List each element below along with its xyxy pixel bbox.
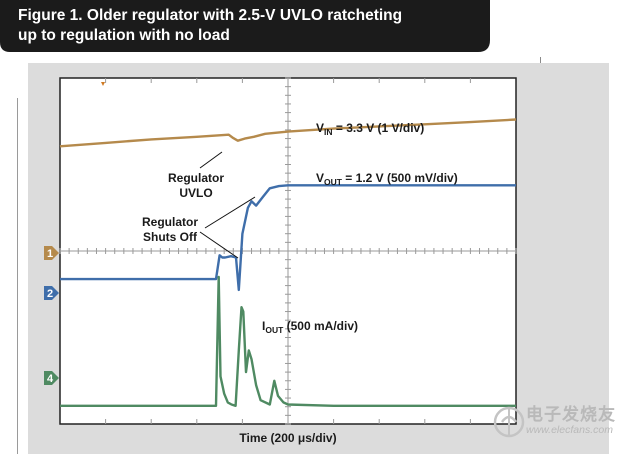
channel-1-label: 1 <box>47 248 53 260</box>
channel-2-marker: 2 <box>44 286 59 300</box>
panel-top-rule <box>540 57 541 67</box>
vout-annotation: VOUT = 1.2 V (500 mV/div) <box>316 171 458 187</box>
watermark-url-text: www.elecfans.com <box>526 424 613 436</box>
shutoff-label-line2: Shuts Off <box>143 230 198 244</box>
channel-4-arrow <box>44 371 59 385</box>
watermark-logo-icon <box>493 406 525 438</box>
uvlo-label-line1: Regulator <box>168 171 224 185</box>
vout-trace <box>60 184 516 292</box>
uvlo-leader-line <box>199 151 223 169</box>
watermark: 电子发烧友 www.elecfans.com <box>492 398 626 448</box>
x-axis-label: Time (200 μs/div) <box>239 431 337 445</box>
watermark-cn-text: 电子发烧友 <box>526 405 616 424</box>
uvlo-label-line2: UVLO <box>179 186 212 200</box>
figure-title: Figure 1. Older regulator with 2.5-V UVL… <box>18 7 403 44</box>
channel-1-arrow <box>44 246 59 260</box>
channel-4-marker: 4 <box>44 371 59 385</box>
vin-annotation: VIN = 3.3 V (1 V/div) <box>316 121 424 137</box>
channel-1-marker: 1 <box>44 246 59 260</box>
shutoff-label-line1: Regulator <box>142 215 198 229</box>
vin-trace <box>59 118 517 148</box>
figure-title-banner: Figure 1. Older regulator with 2.5-V UVL… <box>0 0 490 52</box>
title-banner-shape <box>0 0 490 52</box>
shutoff-leader-line-1 <box>199 231 239 259</box>
channel-2-label: 2 <box>47 288 53 300</box>
channel-4-label: 4 <box>47 373 54 385</box>
iout-trace <box>60 275 516 407</box>
traces <box>59 118 517 407</box>
shutoff-leader-line-2 <box>204 196 256 229</box>
left-margin-rule <box>17 98 18 454</box>
grid <box>59 77 517 425</box>
trigger-marker <box>101 82 105 86</box>
iout-annotation: IOUT (500 mA/div) <box>262 319 358 335</box>
channel-2-arrow <box>44 286 59 300</box>
